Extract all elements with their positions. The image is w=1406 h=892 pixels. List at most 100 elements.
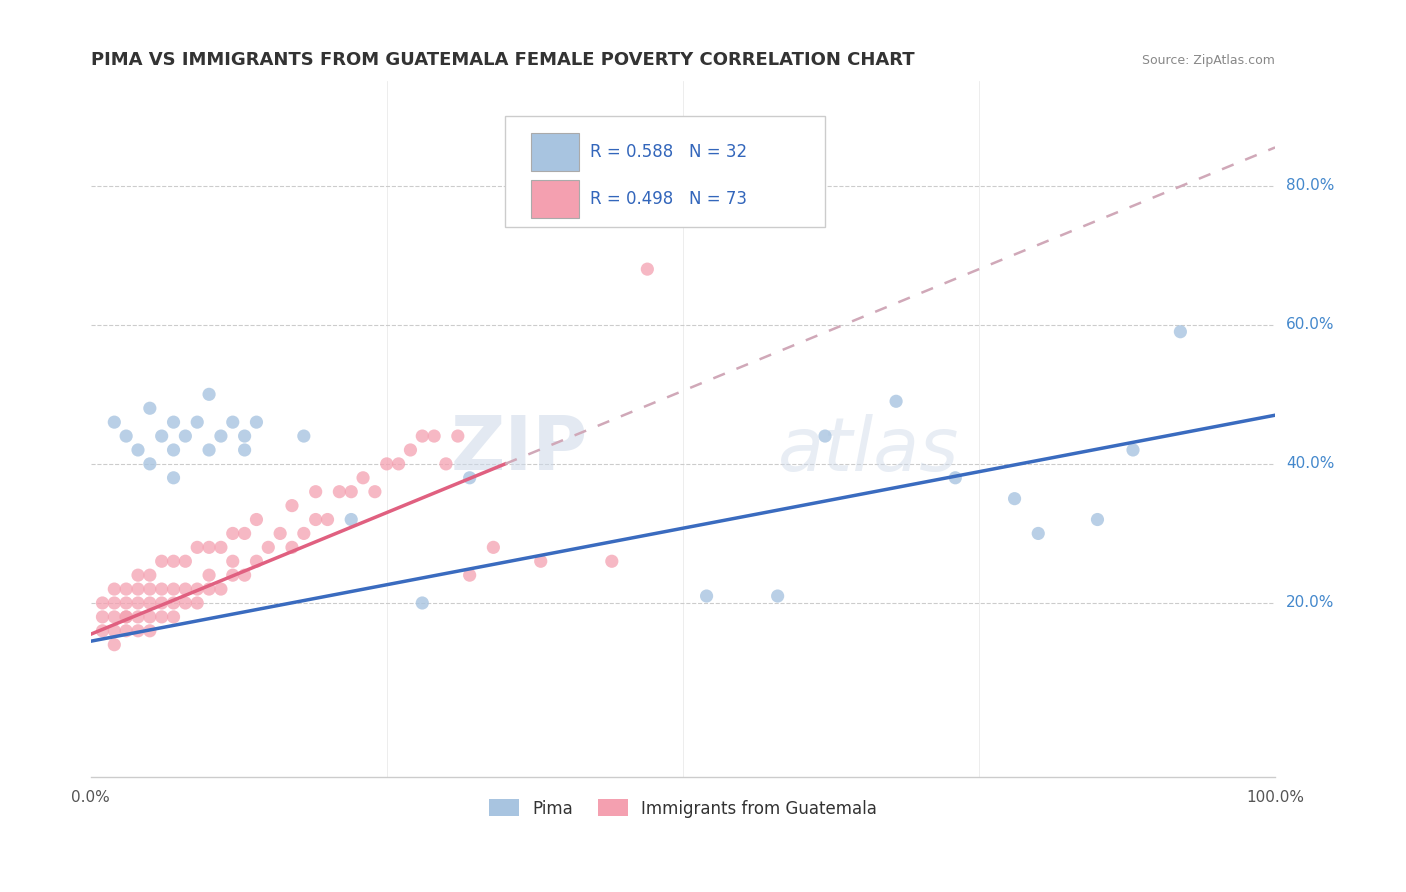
Point	[209, 429, 232, 443]
Point	[411, 429, 433, 443]
Point	[1087, 512, 1109, 526]
Point	[198, 541, 221, 555]
Text: 60.0%: 60.0%	[1286, 318, 1334, 333]
Point	[115, 582, 138, 596]
Bar	[531, 133, 579, 171]
Point	[115, 596, 138, 610]
Point	[305, 512, 328, 526]
Point	[245, 554, 267, 568]
Point	[91, 624, 114, 638]
Point	[1026, 526, 1049, 541]
Point	[281, 541, 304, 555]
Point	[162, 415, 184, 429]
Point	[305, 484, 328, 499]
Text: 20.0%: 20.0%	[1286, 596, 1334, 610]
Point	[458, 568, 481, 582]
Point	[245, 415, 267, 429]
Point	[127, 582, 149, 596]
Point	[127, 596, 149, 610]
Point	[150, 554, 173, 568]
Point	[209, 541, 232, 555]
Point	[115, 610, 138, 624]
Point	[447, 429, 470, 443]
Point	[103, 624, 125, 638]
Point	[411, 596, 433, 610]
Point	[103, 638, 125, 652]
Point	[139, 457, 162, 471]
Point	[103, 582, 125, 596]
Point	[139, 401, 162, 416]
Point	[103, 415, 125, 429]
Point	[162, 471, 184, 485]
Point	[269, 526, 291, 541]
Point	[209, 582, 232, 596]
Point	[115, 624, 138, 638]
Point	[340, 484, 363, 499]
Point	[1170, 325, 1192, 339]
Point	[222, 554, 245, 568]
Point	[943, 471, 966, 485]
Point	[399, 442, 422, 457]
Point	[174, 429, 197, 443]
Legend: Pima, Immigrants from Guatemala: Pima, Immigrants from Guatemala	[482, 793, 884, 824]
Point	[127, 624, 149, 638]
Point	[162, 554, 184, 568]
Point	[1122, 442, 1144, 457]
Point	[233, 429, 256, 443]
Point	[103, 610, 125, 624]
Point	[127, 568, 149, 582]
Point	[292, 429, 315, 443]
Point	[814, 429, 837, 443]
Point	[139, 568, 162, 582]
Point	[198, 387, 221, 401]
Point	[162, 610, 184, 624]
Point	[1004, 491, 1026, 506]
Y-axis label: Female Poverty: Female Poverty	[0, 370, 7, 488]
FancyBboxPatch shape	[505, 116, 825, 227]
Text: R = 0.588   N = 32: R = 0.588 N = 32	[591, 144, 748, 161]
Point	[150, 596, 173, 610]
Point	[186, 415, 208, 429]
Text: R = 0.498   N = 73: R = 0.498 N = 73	[591, 190, 748, 208]
Point	[139, 596, 162, 610]
Bar	[531, 180, 579, 219]
Point	[600, 554, 623, 568]
Point	[766, 589, 789, 603]
Text: PIMA VS IMMIGRANTS FROM GUATEMALA FEMALE POVERTY CORRELATION CHART: PIMA VS IMMIGRANTS FROM GUATEMALA FEMALE…	[90, 51, 914, 69]
Point	[186, 541, 208, 555]
Point	[458, 471, 481, 485]
Point	[162, 582, 184, 596]
Point	[696, 589, 718, 603]
Point	[198, 568, 221, 582]
Text: Source: ZipAtlas.com: Source: ZipAtlas.com	[1142, 54, 1275, 68]
Point	[364, 484, 387, 499]
Point	[139, 624, 162, 638]
Point	[233, 442, 256, 457]
Text: 40.0%: 40.0%	[1286, 457, 1334, 471]
Point	[884, 394, 907, 409]
Point	[233, 526, 256, 541]
Text: atlas: atlas	[778, 414, 959, 486]
Point	[186, 582, 208, 596]
Point	[375, 457, 398, 471]
Point	[150, 582, 173, 596]
Point	[174, 596, 197, 610]
Point	[91, 610, 114, 624]
Point	[91, 596, 114, 610]
Point	[103, 596, 125, 610]
Point	[115, 610, 138, 624]
Text: ZIP: ZIP	[451, 414, 588, 486]
Point	[281, 499, 304, 513]
Text: 80.0%: 80.0%	[1286, 178, 1334, 194]
Point	[340, 512, 363, 526]
Point	[162, 596, 184, 610]
Point	[139, 610, 162, 624]
Point	[222, 415, 245, 429]
Point	[257, 541, 280, 555]
Point	[127, 610, 149, 624]
Point	[150, 610, 173, 624]
Point	[127, 442, 149, 457]
Point	[186, 596, 208, 610]
Point	[150, 429, 173, 443]
Point	[292, 526, 315, 541]
